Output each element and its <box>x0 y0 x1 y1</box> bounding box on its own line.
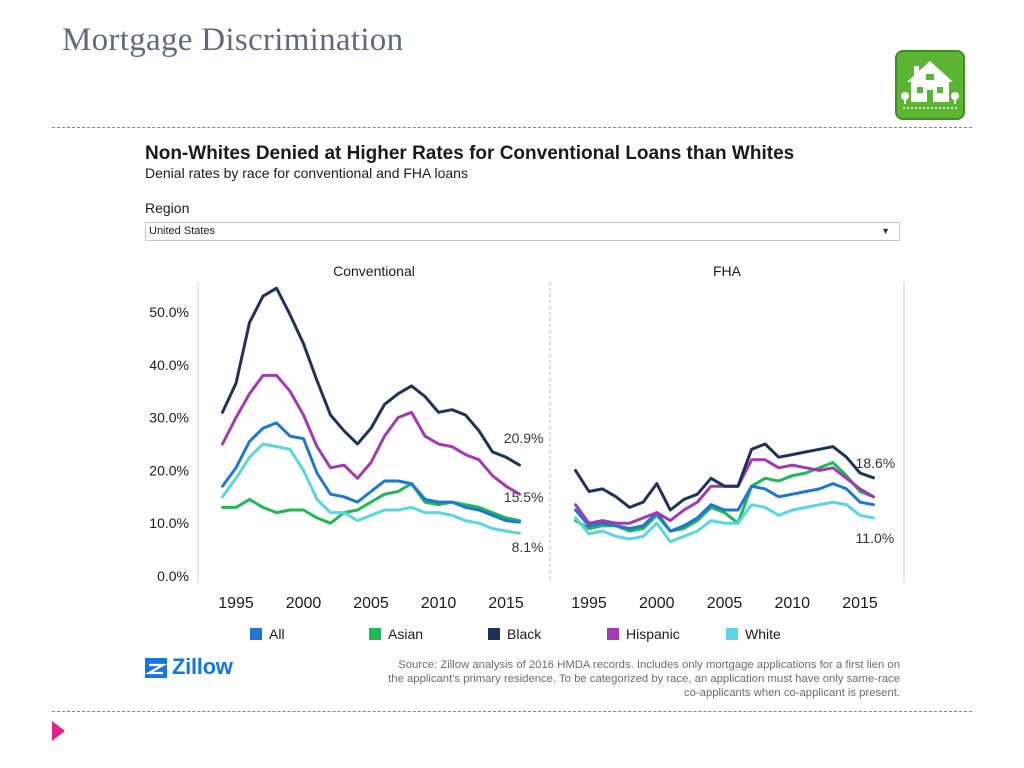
annotation-black-fha: 18.6% <box>856 455 896 471</box>
x-tick-label: 2000 <box>639 595 675 612</box>
legend-label-asian: Asian <box>388 626 424 642</box>
legend-swatch-white <box>726 628 738 640</box>
legend-swatch-black <box>488 628 500 640</box>
annotation-hispanic-conventional: 15.5% <box>504 489 544 505</box>
legend-swatch-asian <box>369 628 381 640</box>
y-tick-label: 50.0% <box>149 304 189 320</box>
zillow-logo-text: Zillow <box>172 654 233 679</box>
house-icon <box>895 50 965 120</box>
zillow-logo-icon <box>144 658 168 678</box>
top-divider <box>52 127 972 128</box>
y-tick-label: 40.0% <box>149 357 189 373</box>
annotation-white-conventional: 8.1% <box>512 539 544 555</box>
y-tick-label: 30.0% <box>149 410 189 426</box>
house-icon-graphic <box>901 61 959 109</box>
legend-item-black[interactable]: Black <box>488 625 541 643</box>
x-tick-label: 2015 <box>488 595 524 612</box>
x-tick-label: 2010 <box>774 595 810 612</box>
chart-subtitle: Denial rates by race for conventional an… <box>145 165 468 181</box>
annotation-black-conventional: 20.9% <box>504 430 544 446</box>
chart-title: Non-Whites Denied at Higher Rates for Co… <box>145 143 795 164</box>
series-line-asian <box>221 482 521 525</box>
legend-item-hispanic[interactable]: Hispanic <box>607 625 680 643</box>
legend-label-all: All <box>269 626 285 642</box>
slide-title: Mortgage Discrimination <box>62 22 404 58</box>
series-line-all <box>221 421 521 524</box>
source-note: Source: Zillow analysis of 2016 HMDA rec… <box>388 659 900 699</box>
legend-swatch-hispanic <box>607 628 619 640</box>
x-tick-label: 2015 <box>842 595 878 612</box>
panel-title: Conventional <box>333 263 415 279</box>
x-tick-label: 2005 <box>353 595 389 612</box>
series-line-white <box>221 442 521 535</box>
annotation-white-fha: 11.0% <box>856 530 895 546</box>
bottom-divider <box>52 711 972 712</box>
y-tick-label: 20.0% <box>149 462 189 478</box>
series-line-hispanic <box>221 373 521 496</box>
series-line-black <box>574 442 875 512</box>
chart-legend: All Asian Black Hispanic White <box>0 625 1024 643</box>
series-line-black <box>221 286 521 467</box>
y-tick-label: 10.0% <box>149 515 189 531</box>
y-tick-label: 0.0% <box>157 568 189 584</box>
x-tick-label: 2000 <box>286 595 322 612</box>
region-label: Region <box>145 200 190 216</box>
region-select[interactable]: United States ▼ <box>145 222 900 241</box>
region-select-value: United States <box>149 225 216 237</box>
legend-item-all[interactable]: All <box>250 625 285 643</box>
series-line-all <box>574 482 875 533</box>
series-line-asian <box>574 461 875 533</box>
x-tick-label: 2010 <box>421 595 457 612</box>
legend-label-hispanic: Hispanic <box>626 626 680 642</box>
legend-label-white: White <box>745 626 781 642</box>
x-tick-label: 1995 <box>218 595 254 612</box>
panel-title: FHA <box>713 263 742 279</box>
legend-swatch-all <box>250 628 262 640</box>
legend-label-black: Black <box>507 626 542 642</box>
series-line-white <box>574 500 875 544</box>
legend-item-white[interactable]: White <box>726 625 781 643</box>
legend-item-asian[interactable]: Asian <box>369 625 423 643</box>
chevron-down-icon[interactable]: ▼ <box>881 226 890 236</box>
x-tick-label: 2005 <box>707 595 743 612</box>
x-tick-label: 1995 <box>571 595 607 612</box>
play-arrow-icon <box>52 721 65 741</box>
